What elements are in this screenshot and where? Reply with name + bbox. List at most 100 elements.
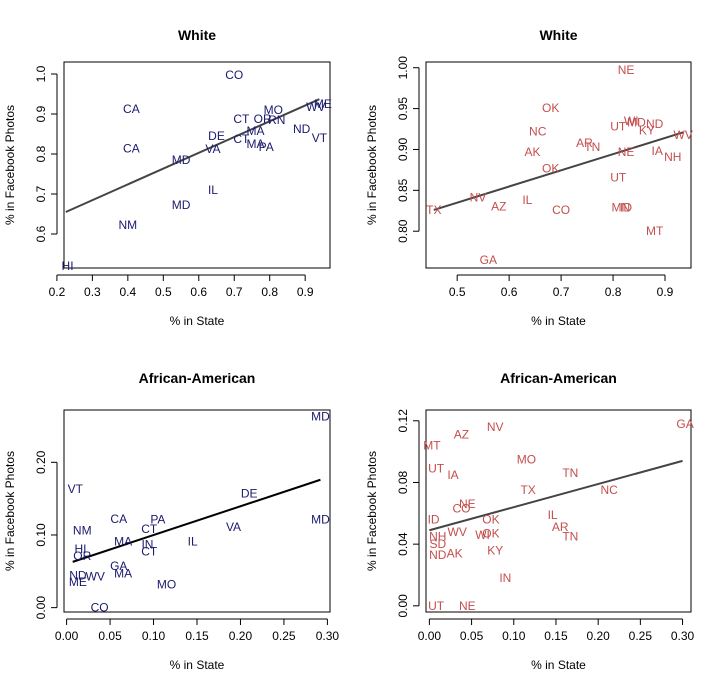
data-point-label: HI <box>62 259 74 273</box>
x-tick-label: 0.15 <box>544 629 568 643</box>
data-point-label: CA <box>123 102 140 116</box>
data-point-label: UT <box>610 170 627 184</box>
data-point-label: NE <box>459 599 476 613</box>
x-tick-label: 0.30 <box>316 629 340 643</box>
data-point-label: MO <box>517 452 536 466</box>
data-point-label: OR <box>254 112 272 126</box>
plot-frame <box>425 409 692 613</box>
data-point-label: VA <box>205 142 220 156</box>
data-point-label: NV <box>470 191 487 205</box>
x-axis-label: % in State <box>170 314 225 328</box>
data-point-label: WV <box>86 569 105 583</box>
x-axis-label: % in State <box>170 658 225 672</box>
regression-line <box>429 459 683 532</box>
data-point-label: DE <box>241 487 258 501</box>
data-point-label: IN <box>141 537 153 551</box>
data-point-label: MT <box>423 438 441 452</box>
data-point-label: OK <box>542 101 559 115</box>
plot-frame <box>63 61 331 269</box>
regression-line <box>65 98 320 213</box>
chart-panel-3: African-American 0.00 0.05 0.10 0.15 0.20 0.25… <box>3 370 339 672</box>
plot-frame <box>63 409 331 613</box>
x-tick-label: 0.6 <box>501 285 518 299</box>
data-point-label: VA <box>226 520 241 534</box>
data-point-label: UT <box>428 462 445 476</box>
data-point-label: AZ <box>491 200 506 214</box>
data-point-label: CT <box>141 522 158 536</box>
data-point-label: NE <box>459 497 476 511</box>
data-point-label: NC <box>529 124 547 138</box>
x-tick-label: 0.6 <box>190 285 207 299</box>
data-point-label: AK <box>447 546 463 560</box>
data-point-label: GA <box>110 559 127 573</box>
data-point-label: MA <box>114 566 132 580</box>
y-tick-label: 0.80 <box>396 219 410 243</box>
data-point-label: CO <box>91 601 109 615</box>
data-point-label: UT <box>610 120 627 134</box>
y-tick-label: 1.00 <box>396 56 410 80</box>
x-tick-label: 0.7 <box>226 285 243 299</box>
y-tick-label: 0.9 <box>34 105 48 122</box>
y-tick-label: 0.04 <box>396 532 410 556</box>
x-tick-label: 0.20 <box>586 629 610 643</box>
x-tick-label: 0.00 <box>418 629 442 643</box>
data-point-label: NM <box>73 524 92 538</box>
data-point-label: IL <box>548 508 558 522</box>
data-point-label: OK <box>482 526 499 540</box>
data-point-label: DE <box>208 129 225 143</box>
data-point-label: MO <box>157 577 176 591</box>
x-tick-label: 0.25 <box>272 629 296 643</box>
x-tick-label: 0.10 <box>502 629 526 643</box>
data-point-label: OK <box>482 512 499 526</box>
data-point-label: ME <box>69 575 87 589</box>
data-point-label: KY <box>487 543 503 557</box>
y-tick-label: 0.00 <box>396 594 410 618</box>
data-point-label: CA <box>110 512 127 526</box>
data-point-label: MT <box>646 224 664 238</box>
data-point-label: WI <box>624 114 639 128</box>
data-point-label: CT <box>233 112 250 126</box>
data-point-label: NE <box>618 63 635 77</box>
data-point-label: NM <box>119 218 138 232</box>
x-tick-label: 0.5 <box>449 285 466 299</box>
data-point-label: CA <box>123 141 140 155</box>
data-point-label: ND <box>293 122 311 136</box>
data-point-label: CO <box>552 203 570 217</box>
y-tick-label: 0.12 <box>396 409 410 433</box>
x-tick-label: 0.7 <box>553 285 570 299</box>
y-axis-label: % in Facebook Photos <box>3 105 17 225</box>
data-point-label: NH <box>664 150 681 164</box>
y-tick-label: 0.08 <box>396 470 410 494</box>
data-point-label: GA <box>480 253 497 267</box>
y-tick-label: 0.10 <box>34 523 48 547</box>
x-tick-label: 0.30 <box>671 629 695 643</box>
y-tick-label: 0.7 <box>34 185 48 202</box>
x-tick-label: 0.10 <box>142 629 166 643</box>
regression-line <box>433 131 684 211</box>
data-point-label: ND <box>646 117 664 131</box>
data-point-label: OK <box>542 161 559 175</box>
data-point-label: IL <box>188 535 198 549</box>
data-point-label: RN <box>268 113 285 127</box>
data-point-label: WV <box>448 525 467 539</box>
data-point-label: MD <box>311 410 330 424</box>
data-point-label: AK <box>525 145 541 159</box>
chart-title: White <box>539 27 577 43</box>
chart-panel-4: African-American 0.00 0.05 0.10 0.15 0.20 0.25… <box>365 370 695 672</box>
x-tick-label: 0.9 <box>657 285 674 299</box>
y-tick-label: 0.95 <box>396 97 410 121</box>
data-point-label: IA <box>447 468 458 482</box>
data-point-label: AZ <box>454 428 469 442</box>
chart-title: African-American <box>139 370 256 386</box>
data-point-label: WV <box>306 100 325 114</box>
y-axis-label: % in Facebook Photos <box>365 105 379 225</box>
data-point-label: CT <box>141 545 158 559</box>
data-point-label: NV <box>487 420 504 434</box>
x-tick-label: 0.3 <box>84 285 101 299</box>
x-tick-label: 0.8 <box>261 285 278 299</box>
y-tick-label: 0.90 <box>396 137 410 161</box>
chart-panel-2: White 0.5 0.6 0.7 0.8 0.9 0.80 0.85 0.90 0.95 1.00… <box>365 27 693 328</box>
x-tick-label: 0.5 <box>155 285 172 299</box>
data-point-label: PA <box>259 140 274 154</box>
